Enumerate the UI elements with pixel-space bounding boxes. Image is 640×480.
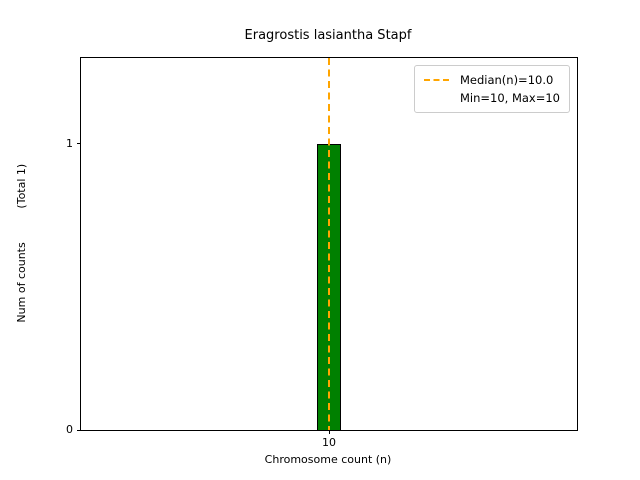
legend: Median(n)=10.0 Min=10, Max=10 xyxy=(413,65,570,113)
y-tick-mark-1 xyxy=(77,143,81,145)
legend-empty-handle xyxy=(424,97,451,99)
y-tick-mark-0 xyxy=(77,429,81,431)
chart-title: Eragrostis lasiantha Stapf xyxy=(244,28,412,43)
y-axis-total-text: (Total 1) xyxy=(14,163,28,209)
legend-entry-median: Median(n)=10.0 xyxy=(423,71,560,89)
legend-entry-minmax: Min=10, Max=10 xyxy=(424,89,560,107)
x-tick-label-10: 10 xyxy=(322,436,336,449)
y-axis-label: Num of counts (Total 1) xyxy=(12,57,30,429)
y-tick-label-1: 1 xyxy=(66,136,73,150)
legend-label-minmax: Min=10, Max=10 xyxy=(459,91,560,105)
y-axis-label-text: Num of counts xyxy=(14,242,28,323)
y-tick-label-0: 0 xyxy=(66,423,73,436)
legend-median-line-sample xyxy=(423,79,451,81)
x-axis-label: Chromosome count (n) xyxy=(264,453,392,466)
legend-label-median: Median(n)=10.0 xyxy=(459,73,554,87)
x-tick-mark-10 xyxy=(328,430,330,434)
plot-area: Median(n)=10.0 Min=10, Max=10 0 1 10 xyxy=(66,57,578,449)
median-line xyxy=(328,58,330,430)
